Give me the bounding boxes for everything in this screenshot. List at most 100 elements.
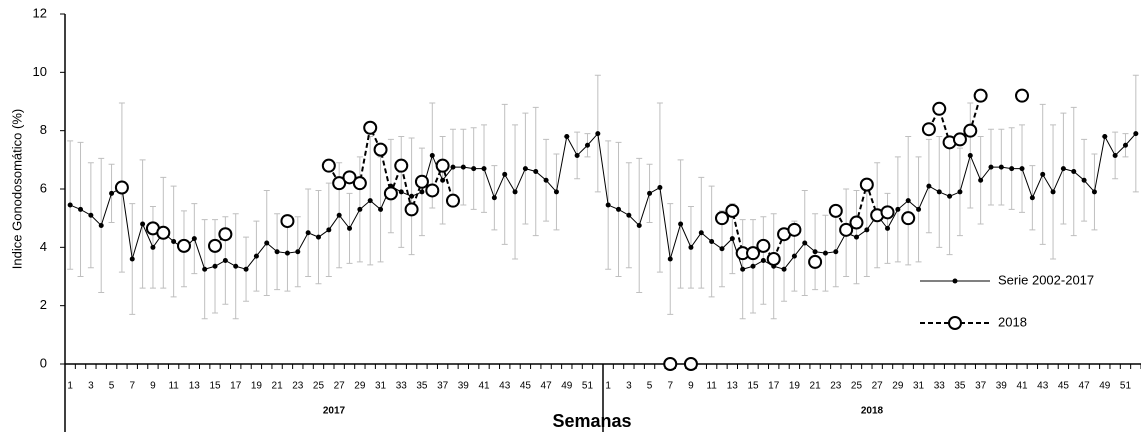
marker [905,198,911,204]
marker [916,206,922,212]
marker [140,221,146,227]
x-tick-label: 29 [892,381,904,392]
marker [932,101,947,116]
marker [802,240,808,246]
marker [957,189,963,195]
marker [394,158,409,173]
x-tick-label: 43 [499,381,511,392]
marker [419,189,425,195]
marker [781,266,787,272]
marker [1009,166,1015,172]
marker [491,195,497,201]
marker [243,266,249,272]
x-tick-label: 1 [605,381,611,392]
marker [481,166,487,172]
legend-label: 2018 [998,314,1027,329]
marker [305,230,311,236]
marker [859,177,874,192]
x-tick-label: 15 [209,381,221,392]
x-tick-label: 11 [706,381,717,392]
x-tick-label: 13 [727,381,739,392]
marker [445,193,460,208]
marker [678,221,684,227]
x-axis-title: Semanas [552,411,631,431]
marker [833,249,839,255]
marker [1133,131,1139,137]
marker [822,250,828,256]
marker [626,212,632,218]
marker [998,164,1004,170]
marker [714,211,729,226]
x-tick-label: 35 [954,381,966,392]
marker [1029,195,1035,201]
marker [67,202,73,208]
marker [725,203,740,218]
marker [1081,177,1087,183]
y-tick-label: 2 [40,297,47,312]
marker [502,171,508,177]
marker [812,249,818,255]
marker [1019,166,1025,172]
y-tick-label: 6 [40,180,47,195]
x-tick-label: 21 [810,381,822,392]
marker [647,190,653,196]
marker [839,222,854,237]
marker [849,215,864,230]
marker [425,183,440,198]
marker [435,158,450,173]
marker [471,166,477,172]
marker [787,222,802,237]
x-tick-label: 1 [67,381,73,392]
x-tick-label: 9 [150,381,156,392]
x-tick-label: 49 [561,381,573,392]
marker [347,225,353,231]
legend-marker [948,316,962,330]
marker [636,222,642,228]
marker [409,193,415,199]
marker [315,234,321,240]
marker [533,169,539,174]
marker [460,164,466,170]
marker [284,250,290,256]
marker [357,206,363,212]
group-label: 2018 [861,406,884,417]
marker [98,222,104,228]
x-tick-label: 51 [582,381,594,392]
marker [404,202,419,217]
marker [373,142,388,157]
x-tick-label: 5 [647,381,653,392]
marker [729,236,735,242]
marker [218,227,233,242]
x-tick-label: 19 [789,381,801,392]
marker [202,266,208,272]
marker [828,203,843,218]
x-tick-label: 39 [996,381,1008,392]
x-tick-label: 41 [478,381,490,392]
x-tick-label: 37 [975,381,987,392]
marker [808,254,823,269]
y-tick-label: 0 [40,355,47,370]
marker [1112,152,1118,158]
marker [450,164,456,170]
marker [756,238,771,253]
x-tick-label: 9 [688,381,694,392]
marker [880,205,895,220]
y-tick-label: 8 [40,122,47,137]
marker [543,177,549,183]
marker [952,132,967,147]
x-tick-label: 45 [520,381,532,392]
marker [342,170,357,185]
marker [766,252,781,266]
legend-label: Serie 2002-2017 [998,272,1094,287]
x-tick-label: 37 [437,381,449,392]
marker [150,244,156,250]
marker [740,266,746,272]
x-tick-label: 43 [1037,381,1049,392]
x-tick-label: 47 [541,381,553,392]
marker [78,206,84,212]
legend-marker [952,278,958,284]
marker [171,239,177,244]
marker [398,189,404,195]
marker [553,189,559,195]
marker [1102,134,1108,139]
